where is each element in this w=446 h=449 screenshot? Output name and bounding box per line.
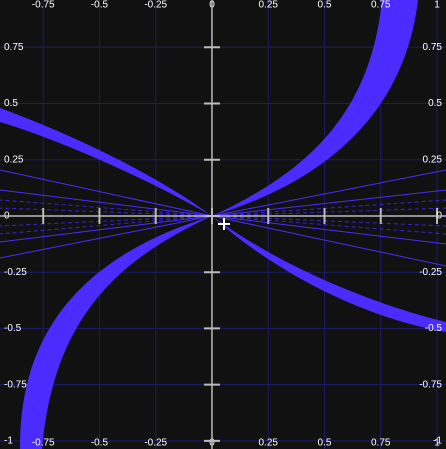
y-tick-label: -1 (433, 436, 442, 447)
x-tick-label: 0.75 (371, 438, 391, 449)
band (19, 216, 212, 449)
y-tick-label: -0.75 (4, 379, 27, 390)
y-tick-label: -0.5 (4, 323, 22, 334)
fan-dash (0, 199, 446, 235)
band (212, 216, 446, 332)
x-tick-label: 0.25 (258, 438, 278, 449)
x-tick-label: 0.25 (258, 0, 278, 11)
x-tick-label: 0.5 (318, 0, 332, 11)
y-tick-label: 0.5 (4, 98, 18, 109)
fan-line (0, 169, 446, 267)
x-tick-label: -0.25 (144, 438, 167, 449)
y-tick-label: -1 (4, 436, 13, 447)
y-tick-label: -0.25 (4, 267, 27, 278)
x-tick-label: -0.5 (91, 0, 109, 11)
y-tick-label: 0.5 (428, 98, 442, 109)
x-tick-label: -0.5 (91, 438, 109, 449)
band (212, 0, 418, 216)
y-tick-label: -0.5 (425, 323, 443, 334)
y-tick-label: 0.75 (423, 42, 443, 53)
band (0, 108, 212, 216)
x-tick-label: 0.75 (371, 0, 391, 11)
x-tick-label: 0.5 (318, 438, 332, 449)
x-tick-label: -0.25 (144, 0, 167, 11)
x-tick-label: -0.75 (32, 0, 55, 11)
y-tick-label: -0.75 (419, 379, 442, 390)
y-tick-label: 0.25 (4, 154, 24, 165)
x-tick-label: -0.75 (32, 438, 55, 449)
y-tick-label: 0.25 (423, 154, 443, 165)
y-tick-label: 0.75 (4, 42, 24, 53)
y-tick-label: -0.25 (419, 267, 442, 278)
x-tick-label: 1 (434, 0, 440, 11)
x-tick-label: 1 (434, 438, 440, 449)
cursor (218, 218, 230, 230)
